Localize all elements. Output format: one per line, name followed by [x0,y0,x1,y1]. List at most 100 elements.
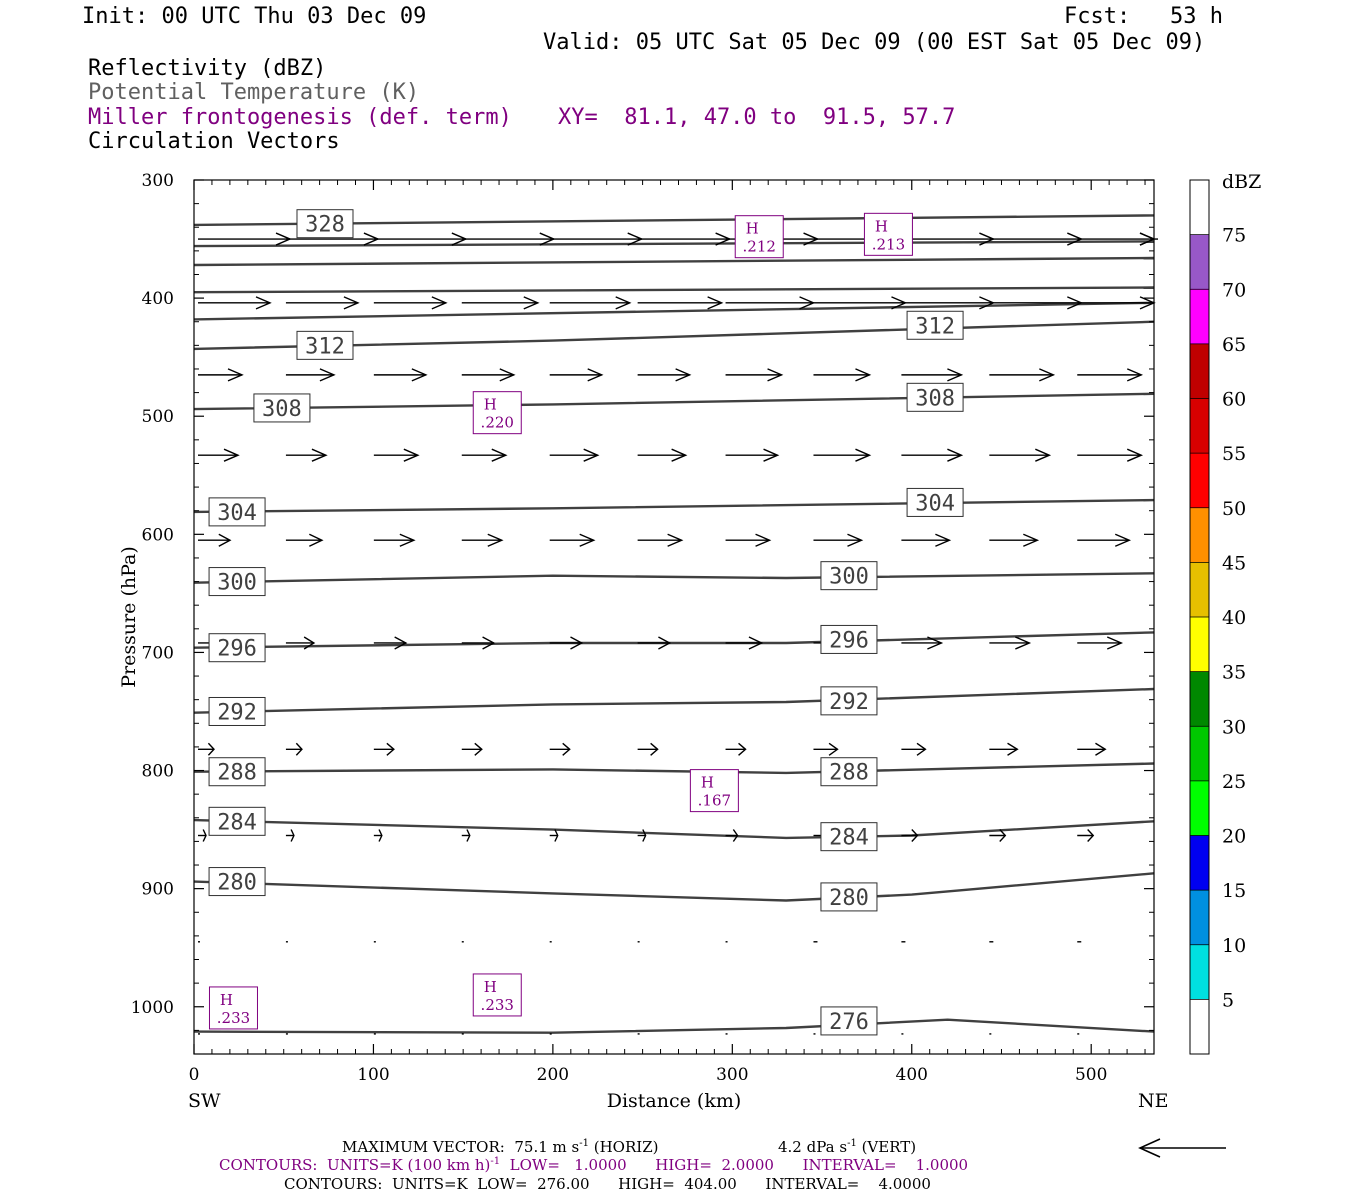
vector-head [667,533,684,547]
theta-label-300: 300 [820,561,878,591]
plot-frame [193,179,1155,1055]
vector-arrow [549,368,604,382]
theta-contour-304 [193,498,1155,514]
theta-contour-320 [193,256,1155,267]
reference-vector-arrow [1138,1138,1226,1158]
vector-head [755,533,772,547]
fronto-box-border [689,769,739,813]
theta-label-312: 312 [906,310,964,340]
vector-head [562,742,571,756]
theta-label-box [253,393,311,423]
vector-head [1095,742,1107,756]
theta-label-292: 292 [820,686,878,716]
vector-arrow [285,368,336,382]
theta-label-304: 304 [208,497,266,527]
theta-label-280: 280 [208,867,266,897]
theta-label-328: 328 [296,209,354,239]
vector-head [303,636,316,650]
theta-label-284: 284 [820,822,878,852]
theta-label-text: 292 [217,700,257,725]
vector-arrow [198,232,292,246]
vector-arrow [198,533,232,547]
vector-arrow [1077,742,1107,756]
theta-labels: 328 312 312 308 308 304 304 300 300 296 296 292 292 2… [208,209,964,1036]
vector-arrow [989,636,1032,650]
fronto-h-label: H [484,396,497,414]
vector-arrow [461,533,504,547]
fronto-box-border [208,986,258,1030]
theta-label-text: 300 [829,565,869,590]
vector-arrow [813,448,872,462]
theta-label-text: 300 [217,571,257,596]
vector-head [947,448,964,462]
theta-contour-288 [193,762,1155,775]
colorbar-bin [1190,726,1209,781]
theta-contour-314 [193,301,1155,321]
vector-arrow [198,742,215,756]
vector-arrow [637,448,688,462]
vector-head [738,742,747,756]
theta-label-292: 292 [208,696,266,726]
vector-arrow [725,742,747,756]
colorbar-bin [1190,453,1209,508]
colorbar-level-label: 45 [1222,552,1246,574]
theta-label-box [820,1006,878,1036]
theta-label-box [820,757,878,787]
theta-label-box [906,310,964,340]
vector-arrow [549,636,584,650]
colorbar-bin [1190,999,1209,1054]
theta-label-box [906,487,964,517]
vector-arrow [725,296,816,310]
theta-label-text: 292 [829,690,869,715]
vector-arrow [461,636,496,650]
field-theta: Potential Temperature (K) [88,80,420,105]
vector-head [658,636,672,650]
theta-label-text: 312 [305,334,345,359]
vector-arrow [461,368,516,382]
valid-time: Valid: 05 UTC Sat 05 Dec 09 (00 EST Sat … [543,30,1206,55]
fronto-value-label: .167 [698,792,731,810]
theta-label-308: 308 [253,393,311,423]
theta-contour-280 [193,872,1155,902]
theta-label-296: 296 [820,624,878,654]
theta-contours [193,214,1155,1034]
fronto-value-label: .233 [481,996,514,1014]
vector-arrow [989,296,1084,310]
vector-head [202,829,207,842]
vector-arrow [725,829,739,842]
theta-label-box [208,567,266,597]
vector-arrow [373,829,383,842]
theta-label-text: 276 [829,1010,869,1035]
vector-arrow [725,448,780,462]
vector-head [855,448,872,462]
colorbar-bin [1190,507,1209,563]
colorbar-bin [1190,780,1209,836]
fronto-value-label: .220 [481,414,514,432]
colorbar-bin [1190,398,1209,454]
vector-arrow [901,448,964,462]
colorbar-level-label: 20 [1222,826,1246,848]
vector-head [482,636,496,650]
theta-contour-296 [193,631,1155,649]
fronto-box-border [863,212,913,256]
vector-head [935,533,952,547]
vector-arrow [989,448,1052,462]
vector-head [732,829,739,842]
vector-head [311,448,328,462]
vector-head [343,296,360,310]
fronto-value-label: .212 [743,238,776,256]
vector-head [916,742,927,756]
vector-head [207,742,215,756]
vector-head [554,829,559,842]
vector-arrow [198,829,207,842]
vector-head [671,448,688,462]
fronto-max-box: H.167 [689,769,739,813]
vector-arrow [1077,829,1095,842]
vector-head [309,533,324,547]
vector-arrow [1077,636,1124,650]
vector-head [947,368,964,382]
vector-head [378,829,383,842]
x-tick-label: 400 [896,1065,928,1085]
vector-head [707,296,724,310]
vector-arrow [549,533,596,547]
